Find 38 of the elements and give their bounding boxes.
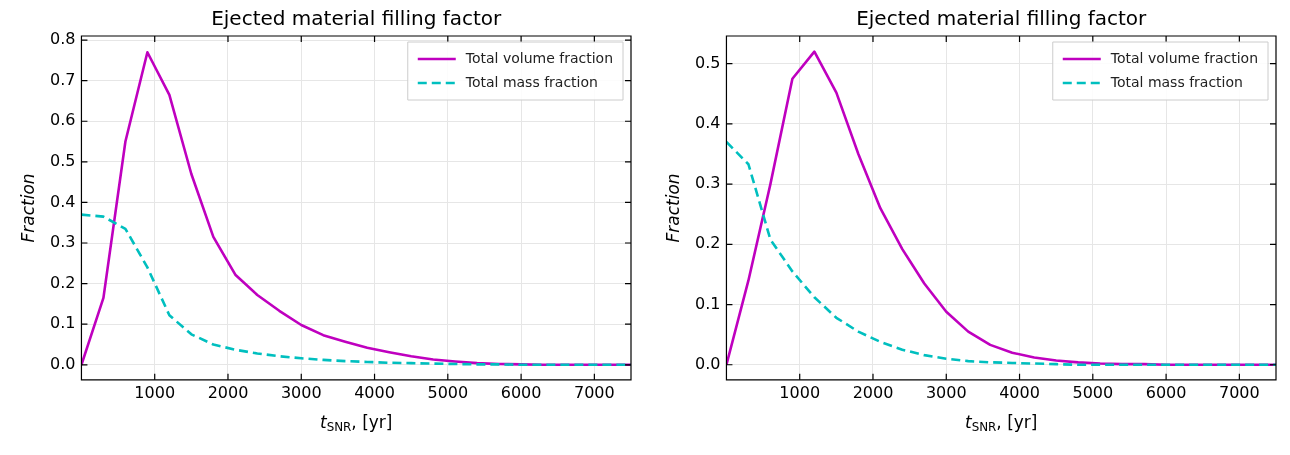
chart-title: Ejected material filling factor — [211, 6, 503, 31]
y-tick-label: 0.3 — [49, 232, 76, 252]
y-tick-label: 0.3 — [694, 173, 721, 193]
y-tick-label: 0.1 — [694, 293, 721, 313]
chart-title: Ejected material filling factor — [856, 6, 1148, 31]
x-tick-label: 6000 — [500, 382, 542, 402]
x-tick-label: 1000 — [779, 382, 821, 402]
x-tick-label: 5000 — [427, 382, 469, 402]
x-tick-label: 3000 — [925, 382, 967, 402]
x-tick-label: 2000 — [207, 382, 249, 402]
y-tick-label: 0.2 — [694, 233, 721, 253]
x-tick-label: 3000 — [280, 382, 322, 402]
y-tick-label: 0.0 — [49, 353, 76, 373]
y-tick-label: 0.8 — [49, 29, 76, 49]
y-tick-label: 0.5 — [694, 52, 721, 72]
y-tick-label: 0.2 — [49, 272, 76, 292]
x-tick-label: 7000 — [574, 382, 615, 402]
y-tick-label: 0.7 — [49, 69, 76, 89]
y-tick-label: 0.5 — [49, 150, 76, 170]
legend-label: Total volume fraction — [1109, 49, 1259, 66]
y-tick-label: 0.6 — [49, 110, 76, 130]
y-tick-label: 0.4 — [694, 113, 721, 133]
x-tick-label: 7000 — [1219, 382, 1260, 402]
x-tick-label: 2000 — [852, 382, 894, 402]
x-tick-label: 4000 — [354, 382, 395, 402]
legend-label: Total mass fraction — [464, 73, 598, 90]
x-tick-label: 5000 — [1072, 382, 1114, 402]
y-axis-title: Fraction — [662, 173, 683, 243]
x-tick-label: 1000 — [134, 382, 176, 402]
y-tick-label: 0.0 — [694, 353, 721, 373]
y-axis-title: Fraction — [17, 173, 38, 243]
line-series — [726, 140, 1276, 367]
x-tick-label: 6000 — [1145, 382, 1187, 402]
legend-label: Total volume fraction — [464, 49, 614, 66]
y-tick-label: 0.1 — [49, 313, 76, 333]
y-tick-label: 0.4 — [49, 191, 76, 211]
legend-label: Total mass fraction — [1109, 73, 1243, 90]
x-tick-label: 4000 — [999, 382, 1040, 402]
